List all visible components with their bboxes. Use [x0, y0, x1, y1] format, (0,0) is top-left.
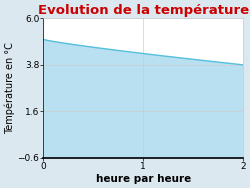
Title: Evolution de la température: Evolution de la température: [38, 4, 249, 17]
Y-axis label: Température en °C: Température en °C: [4, 42, 15, 134]
X-axis label: heure par heure: heure par heure: [96, 174, 191, 184]
